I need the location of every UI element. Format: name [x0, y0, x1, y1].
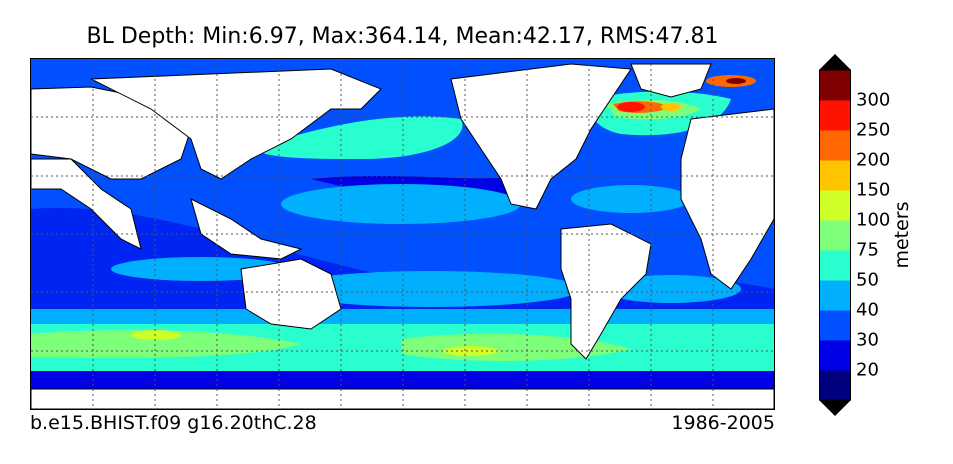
land-north-america	[450, 63, 632, 210]
labrador-sea-max	[617, 102, 645, 112]
colorbar-tick-label: 50	[856, 269, 879, 291]
colorbar-segment	[819, 70, 851, 101]
colorbar-segment	[819, 340, 851, 371]
land-india	[31, 158, 142, 250]
colorbar-tick-label: 75	[856, 239, 879, 261]
grid-lines	[31, 59, 774, 409]
colorbar-segment	[819, 310, 851, 341]
colorbar-border	[819, 69, 851, 401]
colorbar-segment	[819, 160, 851, 191]
irminger-sea	[661, 103, 681, 111]
map-svg	[31, 59, 774, 409]
nordic-sea-max	[726, 78, 746, 84]
north-pacific-gyre	[281, 184, 521, 224]
colorbar-segment	[819, 280, 851, 311]
land-australia	[240, 258, 342, 330]
colorbar-tick-label: 150	[856, 179, 891, 201]
plot-title: BL Depth: Min:6.97, Max:364.14, Mean:42.…	[86, 24, 719, 49]
colorbar-segment	[819, 220, 851, 251]
land-greenland	[630, 63, 712, 98]
south-pacific-gyre	[281, 271, 581, 307]
years-label: 1986-2005	[671, 412, 775, 434]
colorbar-segment	[819, 370, 851, 401]
southern-indian-green	[31, 330, 301, 358]
colorbar-extend-max	[819, 54, 851, 70]
ocean-map	[30, 58, 775, 410]
colorbar-tick-label: 40	[856, 299, 879, 321]
colorbar-units-label: meters	[891, 201, 913, 269]
land-indonesia	[190, 198, 303, 260]
colorbar	[819, 54, 851, 416]
colorbar-tick-label: 250	[856, 119, 891, 141]
colorbar-tick-label: 100	[856, 209, 891, 231]
case-name-label: b.e15.BHIST.f09 g16.20thC.28	[30, 412, 317, 434]
land-africa	[680, 108, 774, 290]
colorbar-tick-label: 20	[856, 359, 879, 381]
north-pacific-teal	[251, 116, 463, 159]
colorbar-tick-labels: 20 30 40 50 75 100 150 200 250 300	[856, 54, 916, 416]
land-asia	[90, 68, 382, 180]
colorbar-tick-label: 30	[856, 329, 879, 351]
north-atlantic-gyre	[571, 185, 691, 213]
colorbar-extend-min	[819, 400, 851, 416]
colorbar-segment	[819, 250, 851, 281]
colorbar-tick-label: 200	[856, 149, 891, 171]
colorbar-segment	[819, 100, 851, 131]
land-masses	[31, 63, 774, 409]
colorbar-segment	[819, 130, 851, 161]
southern-max-1	[131, 330, 181, 340]
colorbar-tick-label: 300	[856, 89, 891, 111]
colorbar-segment	[819, 190, 851, 221]
